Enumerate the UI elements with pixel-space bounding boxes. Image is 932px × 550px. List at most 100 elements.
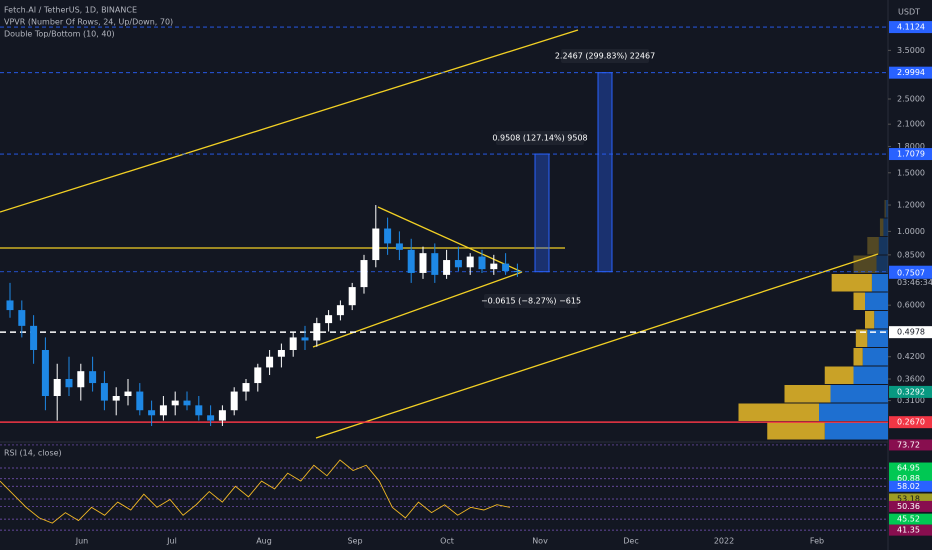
candle-body xyxy=(18,310,26,326)
x-tick-label: Jun xyxy=(75,537,89,546)
rsi-tag-label: 73.72 xyxy=(897,440,920,449)
vp-down xyxy=(865,311,875,329)
price-tag-label: 2.9994 xyxy=(897,68,925,77)
measure-label-bg xyxy=(496,131,584,145)
candle-body xyxy=(395,243,403,250)
candle-body xyxy=(313,323,321,341)
vp-up xyxy=(874,311,888,329)
vp-up xyxy=(853,366,888,384)
vp-up xyxy=(871,274,888,292)
rsi-tag xyxy=(889,462,932,474)
trendline xyxy=(377,206,523,273)
x-tick-label: Nov xyxy=(532,537,548,546)
candle-body xyxy=(466,256,474,268)
candle-body xyxy=(254,367,262,384)
y-tick-label: 3.5000 xyxy=(897,46,925,55)
rsi-tag xyxy=(889,473,932,485)
candle-body xyxy=(336,305,344,316)
price-tag-label: 0.4978 xyxy=(897,328,925,337)
candle-body xyxy=(159,405,167,416)
candle-body xyxy=(230,391,238,411)
header-line: Double Top/Bottom (10, 40) xyxy=(4,30,115,39)
x-tick-label: Oct xyxy=(440,537,454,546)
rsi-tag xyxy=(889,500,932,512)
currency: USDT xyxy=(898,8,920,17)
x-tick-label: Jul xyxy=(166,537,177,546)
vp-up xyxy=(865,292,888,310)
candle-body xyxy=(431,253,439,275)
price-tag xyxy=(889,326,932,339)
measure-label: 0.9508 (127.14%) 9508 xyxy=(492,134,587,143)
vp-down xyxy=(738,403,819,421)
header-line: Fetch.AI / TetherUS, 1D, BINANCE xyxy=(4,6,137,15)
y-tick-label: 0.6000 xyxy=(897,301,925,310)
y-tick-label: 2.5000 xyxy=(897,94,925,103)
vp-down xyxy=(884,200,886,218)
price-tag xyxy=(889,148,932,161)
price-tag xyxy=(889,21,932,34)
candle-body xyxy=(30,325,38,350)
x-tick-label: Sep xyxy=(347,537,362,546)
y-tick-label: 0.4200 xyxy=(897,352,925,361)
y-tick-label: 1.0000 xyxy=(897,227,925,236)
trendline xyxy=(0,29,579,213)
vp-up xyxy=(878,237,888,255)
candle-body xyxy=(325,315,333,324)
trendlines xyxy=(0,29,879,439)
price-tag xyxy=(889,385,932,398)
vp-down xyxy=(853,292,865,310)
vp-up xyxy=(876,255,888,273)
candle-body xyxy=(289,337,297,350)
trendline xyxy=(315,253,879,439)
candle-body xyxy=(41,349,49,397)
vp-down xyxy=(855,329,868,347)
candle-body xyxy=(502,263,510,272)
y-tick-label: 1.2000 xyxy=(897,201,925,210)
candle-body xyxy=(513,271,521,273)
price-tag xyxy=(889,66,932,79)
candle-body xyxy=(478,256,486,270)
candle-body xyxy=(277,349,285,357)
candle-body xyxy=(419,253,427,273)
candle-body xyxy=(65,378,73,388)
rsi-line xyxy=(0,459,511,524)
candle-body xyxy=(301,337,309,341)
rsi-tag xyxy=(889,439,932,451)
candle-body xyxy=(384,228,392,244)
candle-body xyxy=(112,396,120,401)
candle-body xyxy=(195,405,203,416)
measure-label-bg xyxy=(484,294,578,308)
candle-body xyxy=(136,391,144,411)
header-line: VPVR (Number Of Rows, 24, Up/Down, 70) xyxy=(4,18,173,27)
rsi-title: RSI (14, close) xyxy=(4,449,62,458)
candle-body xyxy=(183,400,191,406)
vp-down xyxy=(831,274,872,292)
candle-body xyxy=(124,391,132,397)
candle-body xyxy=(266,356,274,368)
y-tick-label: 0.3100 xyxy=(897,396,925,405)
vp-up xyxy=(862,348,888,366)
price-tag xyxy=(889,416,932,429)
price-tag-label: 0.2670 xyxy=(897,418,925,427)
candle-body xyxy=(490,263,498,270)
y-tick-label: 0.8500 xyxy=(897,250,925,259)
candle-body xyxy=(454,260,462,268)
vp-down xyxy=(853,348,863,366)
candle-body xyxy=(100,383,108,401)
y-tick-label: 1.5000 xyxy=(897,168,925,177)
rsi-tag-label: 53.18 xyxy=(897,495,920,504)
vp-up xyxy=(883,218,888,236)
measure-label: 2.2467 (299.83%) 22467 xyxy=(555,52,655,61)
vp-down xyxy=(824,366,854,384)
measure-label: −0.0615 (−8.27%) −615 xyxy=(481,297,581,306)
vp-up xyxy=(819,403,888,421)
x-tick-label: 2022 xyxy=(714,537,734,546)
rsi-tag xyxy=(889,493,932,505)
rsi-tag xyxy=(889,513,932,525)
vp-down xyxy=(767,422,825,440)
rsi-tag-label: 41.35 xyxy=(897,526,920,535)
candle-body xyxy=(6,300,14,311)
rsi-tag-label: 45.52 xyxy=(897,515,920,524)
price-tag-label: 0.7507 xyxy=(897,268,925,277)
